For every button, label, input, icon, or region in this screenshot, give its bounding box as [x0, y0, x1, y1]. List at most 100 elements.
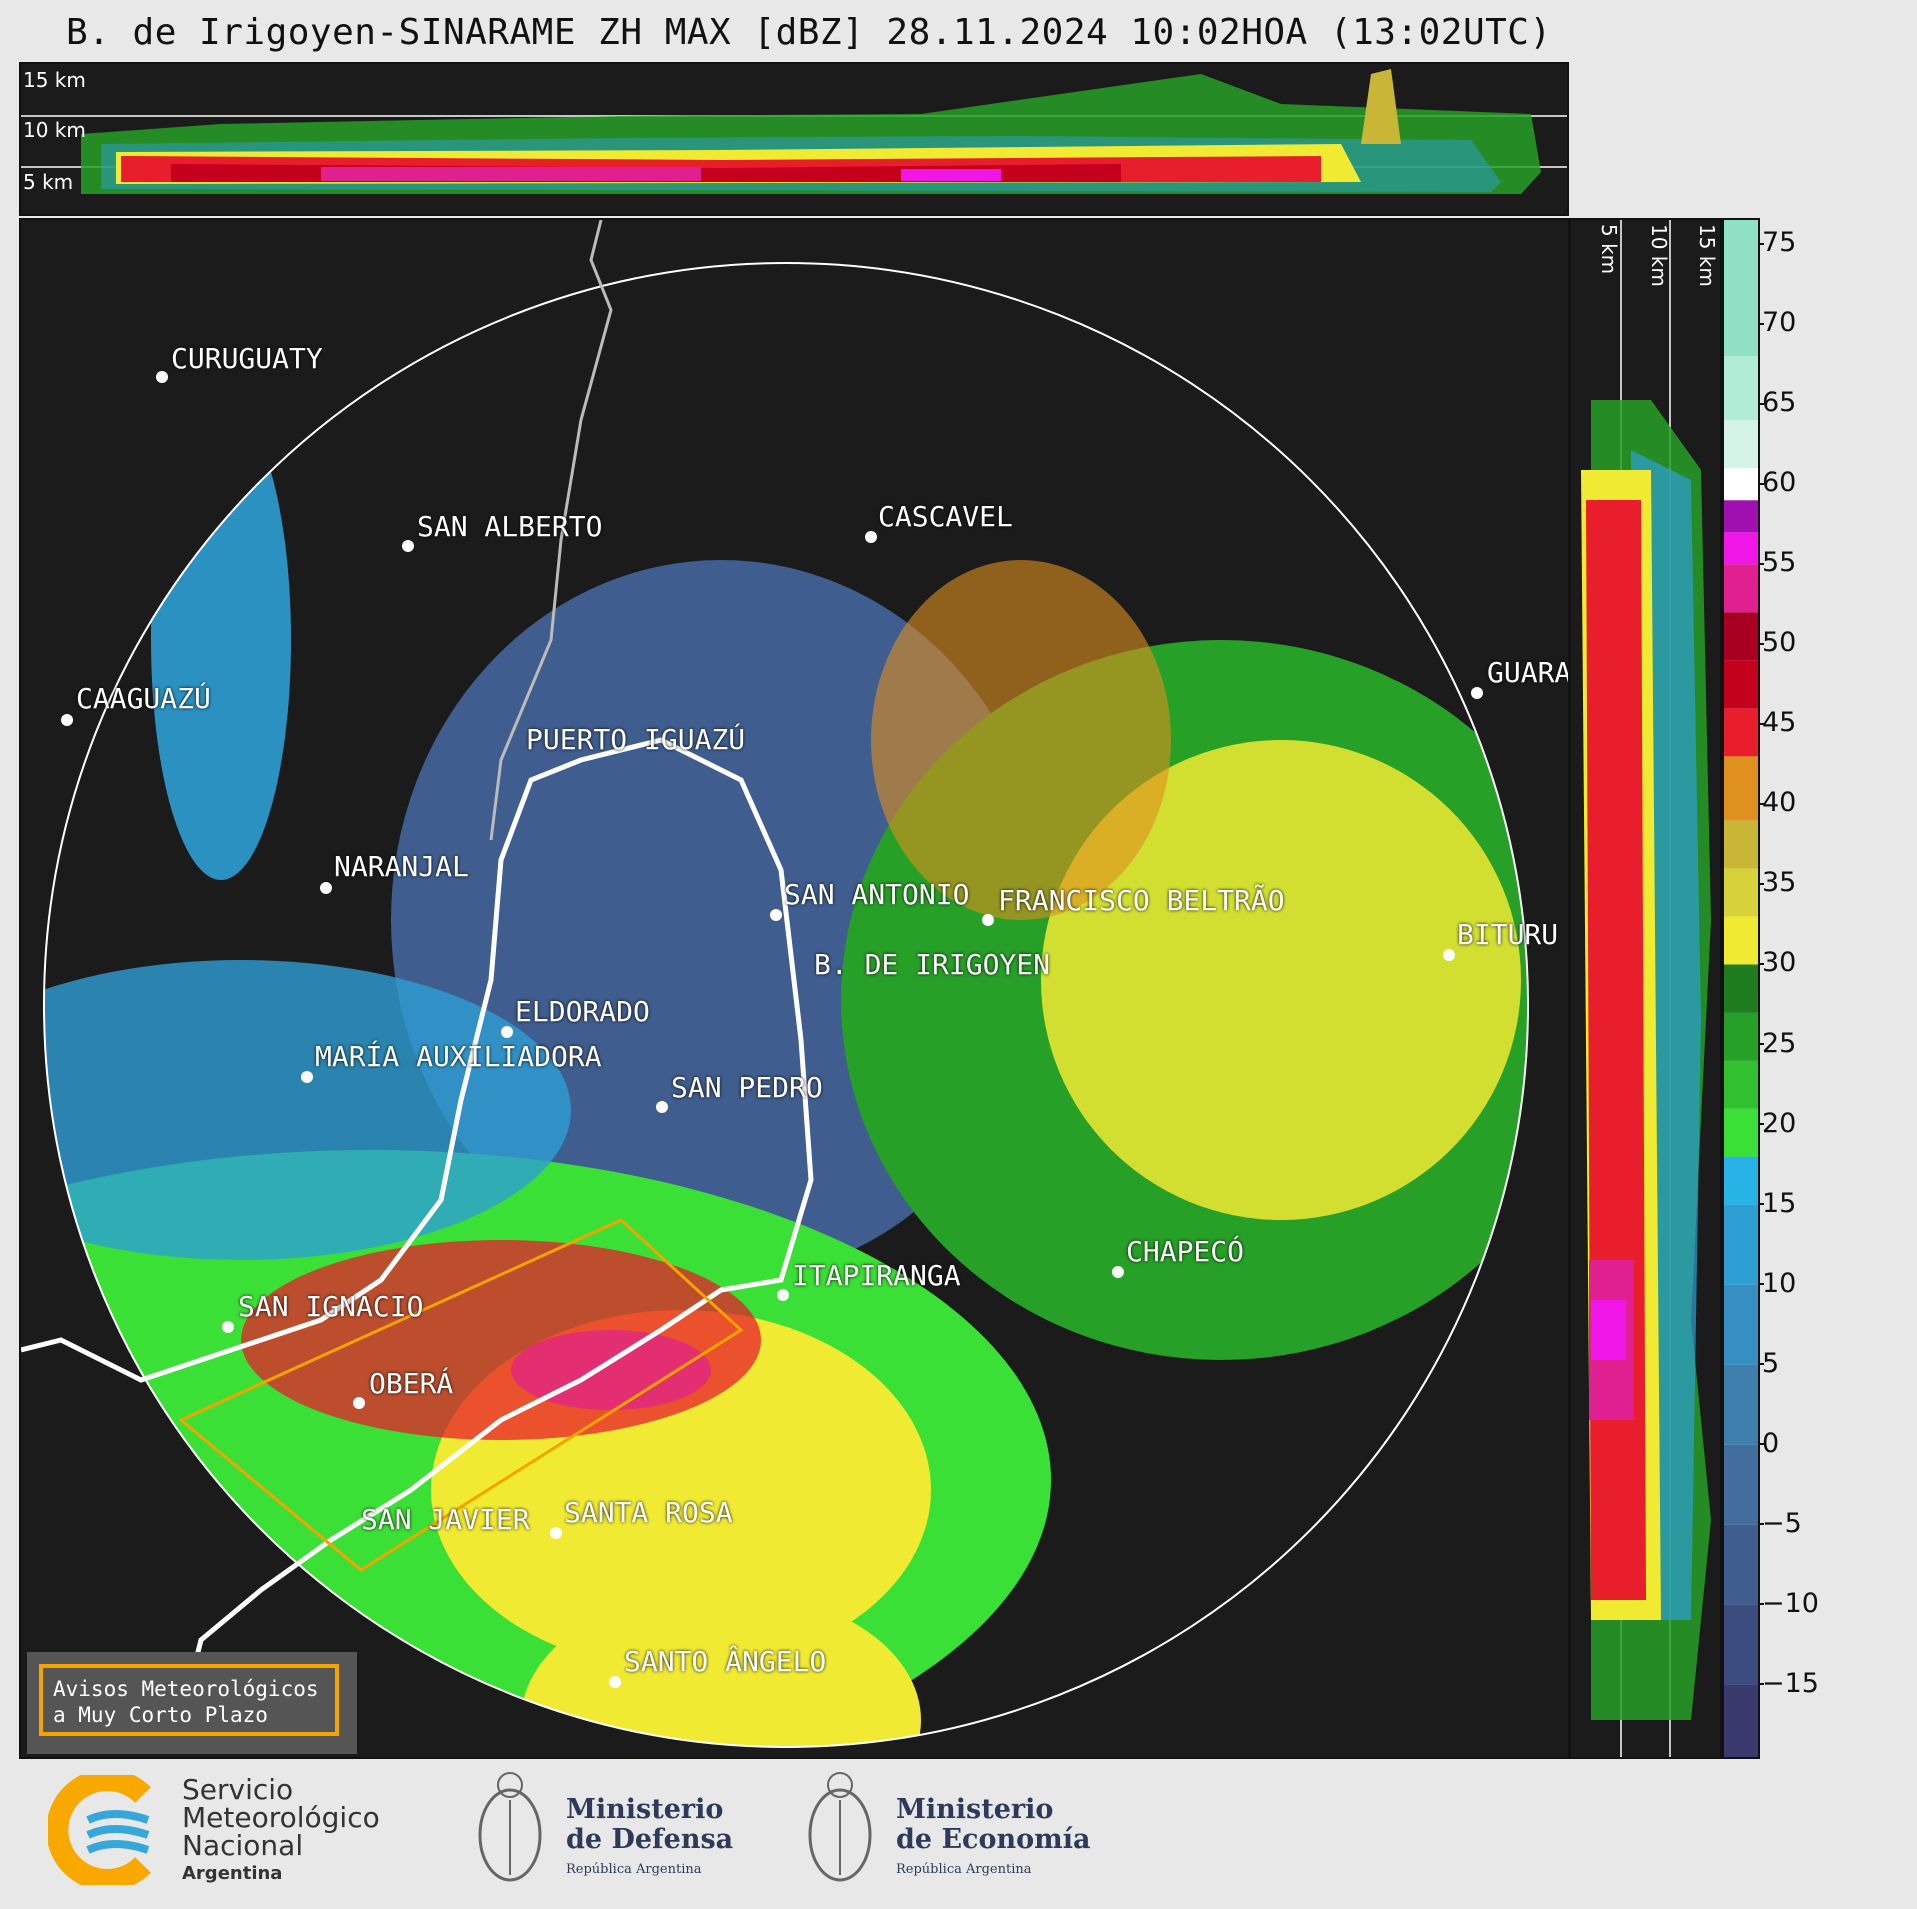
colorbar-tick-label: 45 — [1757, 707, 1797, 739]
economia-emblem-icon — [808, 1772, 872, 1882]
city-label-san-javier: SAN JAVIER — [361, 1503, 530, 1536]
warning-polygon — [178, 1218, 744, 1572]
colorbar-segment-4 — [1724, 1364, 1758, 1445]
city-label-san-alberto: SAN ALBERTO — [417, 510, 603, 543]
defensa-line-1: Ministerio — [566, 1794, 724, 1825]
economia-line-1: Ministerio — [896, 1794, 1054, 1825]
colorbar-tick-label: 25 — [1757, 1027, 1797, 1059]
radar-map — [21, 220, 1529, 1748]
city-dot-san-ignacio — [222, 1321, 234, 1333]
radar-map-panel: CURUGUATY SAN ALBERTO CASCAVEL CAAGUAZÚ … — [19, 218, 1570, 1759]
colorbar-segment-19 — [1724, 564, 1758, 613]
legend-line-2: a Muy Corto Plazo — [53, 1703, 268, 1727]
colorbar-segment-18 — [1724, 612, 1758, 661]
river-line — [489, 220, 613, 841]
city-label-naranjal: NARANJAL — [334, 850, 469, 883]
top-label-5km: 5 km — [23, 170, 74, 194]
colorbar-tick-label: 70 — [1757, 307, 1797, 339]
colorbar-segment-20 — [1724, 532, 1758, 565]
defensa-line-3: República Argentina — [566, 1862, 702, 1877]
city-dot-chapeco — [1112, 1266, 1124, 1278]
defensa-logo-text: Ministerio de Defensa República Argentin… — [566, 1795, 733, 1885]
right-cross-section-panel: 5 km 10 km 15 km — [1569, 218, 1722, 1759]
city-label-b-de-irigoyen: B. DE IRIGOYEN — [814, 948, 1051, 981]
city-label-obera: OBERÁ — [369, 1367, 454, 1400]
colorbar-tick-label: 75 — [1757, 227, 1797, 259]
colorbar-segment-2 — [1724, 1524, 1758, 1605]
colorbar-tick-label: 10 — [1757, 1267, 1797, 1299]
colorbar-tick-label: 35 — [1757, 867, 1797, 899]
smn-line-4: Argentina — [182, 1863, 283, 1884]
city-dot-san-alberto — [402, 540, 414, 552]
colorbar-segment-21 — [1724, 500, 1758, 533]
right-label-5km: 5 km — [1597, 224, 1621, 275]
city-dot-san-antonio — [770, 909, 782, 921]
colorbar-segment-22 — [1724, 468, 1758, 501]
city-dot-santo-angelo — [609, 1676, 621, 1688]
smn-line-2: Meteorológico — [182, 1801, 380, 1834]
city-dot-itapiranga — [777, 1289, 789, 1301]
colorbar-segment-16 — [1724, 708, 1758, 757]
city-label-chapeco: CHAPECÓ — [1126, 1235, 1245, 1268]
right-label-10km: 10 km — [1647, 224, 1671, 287]
colorbar-tick-label: 60 — [1757, 467, 1797, 499]
city-label-itapiranga: ITAPIRANGA — [792, 1259, 961, 1292]
colorbar-segment-0 — [1724, 1684, 1758, 1757]
colorbar-tick-label: 0 — [1757, 1427, 1780, 1459]
right-echo-profile — [1581, 220, 1711, 1757]
city-label-san-ignacio: SAN IGNACIO — [238, 1290, 424, 1323]
smn-logo-text: Servicio Meteorológico Nacional Argentin… — [182, 1776, 380, 1888]
defensa-line-2: de Defensa — [566, 1824, 734, 1855]
warning-legend-box: Avisos Meteorológicos a Muy Corto Plazo — [39, 1664, 339, 1736]
colorbar-segment-6 — [1724, 1204, 1758, 1285]
city-label-san-antonio: SAN ANTONIO — [784, 878, 970, 911]
city-dot-guara — [1471, 687, 1483, 699]
page-title: B. de Irigoyen-SINARAME ZH MAX [dBZ] 28.… — [66, 12, 1552, 53]
colorbar-segment-23 — [1724, 420, 1758, 469]
city-dots — [61, 371, 1483, 1688]
city-dot-francisco-beltrao — [982, 914, 994, 926]
city-label-santa-rosa: SANTA ROSA — [564, 1496, 733, 1529]
city-dot-cascavel — [865, 531, 877, 543]
colorbar-segment-7 — [1724, 1156, 1758, 1205]
defensa-emblem-icon — [478, 1772, 542, 1882]
colorbar-tick-label: −10 — [1758, 1587, 1819, 1619]
colorbar-segment-12 — [1724, 916, 1758, 965]
smn-line-3: Nacional — [182, 1829, 304, 1862]
colorbar-segment-13 — [1724, 868, 1758, 917]
colorbar-tick-label: 20 — [1757, 1107, 1797, 1139]
colorbar-tick-label: 40 — [1757, 787, 1797, 819]
colorbar-tick-label: 30 — [1757, 947, 1797, 979]
city-label-bituru: BITURU — [1457, 918, 1559, 951]
radar-echoes — [44, 400, 1528, 1747]
right-label-15km: 15 km — [1695, 224, 1719, 287]
economia-logo-text: Ministerio de Economía República Argenti… — [896, 1795, 1090, 1885]
city-label-curuguaty: CURUGUATY — [171, 342, 323, 375]
colorbar-segment-1 — [1724, 1604, 1758, 1685]
colorbar-segment-17 — [1724, 660, 1758, 709]
city-label-san-pedro: SAN PEDRO — [671, 1071, 823, 1104]
economia-line-2: de Economía — [896, 1824, 1091, 1855]
city-dot-maria-auxiliadora — [301, 1071, 313, 1083]
city-label-santo-angelo: SANTO ÂNGELO — [624, 1645, 827, 1678]
colorbar-tick-label: 15 — [1757, 1187, 1797, 1219]
top-label-15km: 15 km — [23, 68, 86, 92]
smn-line-1: Servicio — [182, 1773, 294, 1806]
city-label-eldorado: ELDORADO — [515, 995, 650, 1028]
city-dot-naranjal — [320, 882, 332, 894]
city-label-caaguazu: CAAGUAZÚ — [76, 682, 211, 715]
city-dot-curuguaty — [156, 371, 168, 383]
radar-range-ring — [43, 262, 1529, 1748]
city-label-francisco-beltrao: FRANCISCO BELTRÃO — [998, 884, 1285, 917]
colorbar-segment-14 — [1724, 820, 1758, 869]
colorbar-tick-label: 50 — [1757, 627, 1797, 659]
city-label-puerto-iguazu: PUERTO IGUAZÚ — [526, 723, 746, 756]
colorbar-tick-label: 55 — [1757, 547, 1797, 579]
colorbar-tick-label: −15 — [1758, 1667, 1819, 1699]
city-dot-caaguazu — [61, 714, 73, 726]
colorbar-scale — [1724, 220, 1758, 1757]
city-label-cascavel: CASCAVEL — [878, 500, 1013, 533]
warning-legend: Avisos Meteorológicos a Muy Corto Plazo — [27, 1652, 357, 1754]
city-dot-santa-rosa — [550, 1527, 562, 1539]
colorbar-segment-10 — [1724, 1012, 1758, 1061]
